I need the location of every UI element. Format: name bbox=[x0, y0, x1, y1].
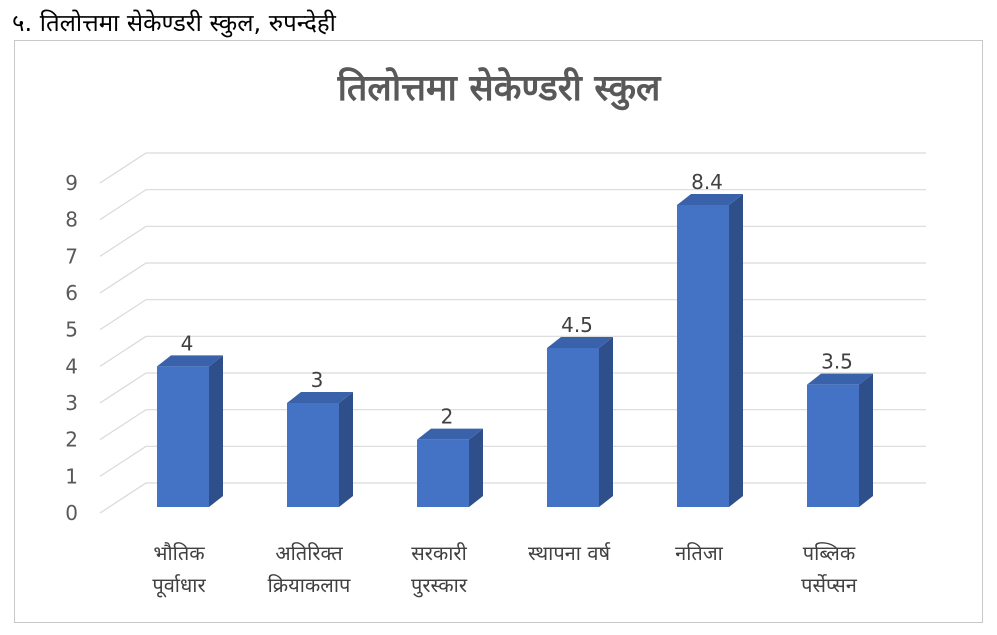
bar-top bbox=[547, 337, 613, 348]
data-labels: 4 3 2 4.5 8.4 3.5 bbox=[181, 170, 853, 429]
data-label: 3.5 bbox=[821, 350, 853, 374]
data-label: 8.4 bbox=[691, 170, 723, 194]
bar-front bbox=[157, 366, 209, 507]
bar-front bbox=[417, 439, 469, 507]
bar bbox=[417, 428, 483, 507]
y-tick-label: 1 bbox=[65, 464, 78, 488]
bar-top bbox=[157, 355, 223, 367]
bar-side bbox=[729, 194, 743, 507]
gridline bbox=[99, 225, 926, 257]
y-tick-label: 6 bbox=[65, 281, 78, 305]
bar-top bbox=[807, 373, 873, 385]
gridline bbox=[99, 152, 926, 184]
gridline bbox=[99, 299, 926, 331]
bar-front bbox=[547, 348, 599, 507]
category-label: स्थापना वर्ष bbox=[528, 541, 611, 565]
chart-frame bbox=[14, 40, 983, 623]
data-label: 2 bbox=[441, 405, 454, 429]
y-tick-label: 2 bbox=[65, 428, 78, 452]
data-label: 3 bbox=[311, 368, 324, 392]
bar-top bbox=[417, 428, 483, 440]
y-tick-label: 7 bbox=[65, 244, 78, 268]
y-tick-label: 5 bbox=[65, 318, 78, 342]
bar bbox=[677, 194, 743, 507]
bar-side bbox=[859, 373, 873, 507]
y-tick-label: 8 bbox=[65, 208, 78, 232]
data-label: 4 bbox=[181, 331, 194, 355]
y-tick-label: 9 bbox=[65, 171, 78, 195]
x-axis-categories: भौतिक पूर्वाधार अतिरिक्त क्रियाकलाप सरकारी पु… bbox=[152, 541, 857, 598]
category-label: सरकारी पुरस्कार bbox=[411, 541, 468, 598]
bar-side bbox=[209, 355, 223, 507]
bar-top bbox=[677, 194, 743, 205]
y-axis-ticks: 0 1 2 3 4 5 6 7 8 9 bbox=[65, 171, 78, 525]
bar-top bbox=[287, 392, 353, 403]
gridline bbox=[99, 445, 926, 477]
y-tick-label: 0 bbox=[65, 501, 78, 525]
category-label: अतिरिक्त क्रियाकलाप bbox=[268, 541, 351, 597]
bar bbox=[287, 392, 353, 507]
y-tick-label: 3 bbox=[65, 391, 78, 415]
gridlines bbox=[99, 152, 926, 514]
bar bbox=[547, 337, 613, 507]
gridline bbox=[99, 372, 926, 404]
y-tick-label: 4 bbox=[65, 354, 78, 378]
category-label: पब्लिक पर्सेप्सन bbox=[801, 541, 858, 597]
data-label: 4.5 bbox=[561, 313, 593, 337]
bars bbox=[157, 194, 873, 507]
bar bbox=[807, 373, 873, 507]
category-label: भौतिक पूर्वाधार bbox=[152, 541, 206, 598]
bar-front bbox=[287, 403, 339, 507]
bar-front bbox=[677, 205, 729, 507]
gridline bbox=[99, 482, 926, 514]
gridline bbox=[99, 409, 926, 441]
gridline bbox=[99, 262, 926, 294]
bar-front bbox=[807, 384, 859, 507]
gridline bbox=[99, 335, 926, 367]
bar-side bbox=[469, 428, 483, 507]
bar-side bbox=[339, 392, 353, 507]
gridline bbox=[99, 189, 926, 221]
chart-title: तिलोत्तमा सेकेण्डरी स्कुल bbox=[337, 67, 662, 111]
category-label: नतिजा bbox=[675, 541, 724, 565]
page-heading: ५. तिलोत्तमा सेकेण्डरी स्कुल, रुपन्देही bbox=[12, 9, 336, 37]
bar bbox=[157, 355, 223, 507]
bar-side bbox=[599, 337, 613, 507]
